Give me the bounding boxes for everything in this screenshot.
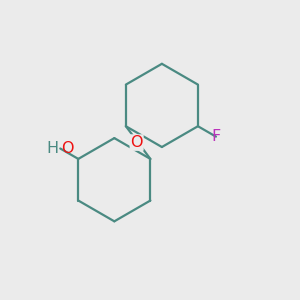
Text: O: O <box>61 141 74 156</box>
Text: O: O <box>130 135 143 150</box>
Text: F: F <box>211 129 220 144</box>
Text: H: H <box>47 141 59 156</box>
